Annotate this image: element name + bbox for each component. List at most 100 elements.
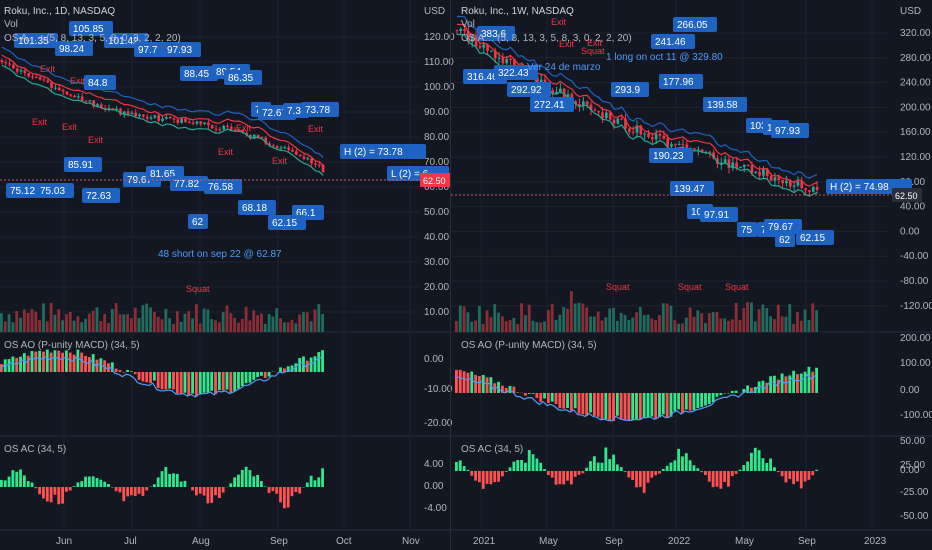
volume-bar <box>493 304 497 332</box>
left-vol-legend[interactable]: Vol <box>4 19 18 30</box>
left-indicator-legend[interactable]: OS A… r (5, 8, 13, 3, 5, 8, 0, 2, 2, 2, … <box>4 33 181 44</box>
candle-body <box>811 186 815 192</box>
ac-histogram-bar <box>581 471 585 474</box>
left-currency-label: USD <box>424 6 446 17</box>
exit-marker: Exit <box>236 123 252 133</box>
ac-histogram-bar <box>462 466 466 471</box>
volume-bar <box>665 303 669 332</box>
ac-histogram-bar <box>49 487 53 503</box>
ac-histogram-bar <box>195 487 198 496</box>
left-ao-legend[interactable]: OS AO (P-unity MACD) (34, 5) <box>4 340 140 351</box>
ao-histogram-bar <box>244 372 248 384</box>
volume-bar <box>481 323 485 332</box>
candle-body <box>138 114 141 117</box>
price-marker-label-box <box>64 157 102 172</box>
right-chart-canvas[interactable]: 2021 May Sep 2022 May Sep 2023 320.00 280.00 240.… <box>451 0 932 550</box>
candle-body <box>119 108 122 115</box>
price-axis-label: 80.00 <box>424 132 449 143</box>
candle-body <box>658 134 662 136</box>
ac-histogram-bar <box>535 458 539 471</box>
time-axis-label: Sep <box>605 536 623 547</box>
left-ac-legend[interactable]: OS AC (34, 5) <box>4 444 67 455</box>
candle-body <box>88 100 92 102</box>
candle-body <box>38 77 42 80</box>
left-chart-canvas[interactable]: Jun Jul Aug Sep Oct Nov 120.00 110.00 100.00 90.0… <box>0 0 466 550</box>
ac-histogram-bar <box>665 465 669 471</box>
candle-body <box>260 137 264 139</box>
ac-histogram-bar <box>753 447 757 471</box>
price-marker-label-text: 139.47 <box>674 184 705 195</box>
volume-bar <box>198 323 202 332</box>
ac-histogram-bar <box>309 475 313 487</box>
ac-histogram-bar <box>290 487 294 497</box>
ao-histogram-bar <box>711 393 715 403</box>
candle-body <box>19 70 23 72</box>
ac-histogram-bar <box>485 471 489 484</box>
ac-histogram-bar <box>175 473 179 487</box>
ao-histogram-bar <box>730 390 734 393</box>
ac-axis-label: -25.00 <box>900 487 929 498</box>
right-indicator-legend[interactable]: OS A… (5, 8, 13, 3, 5, 8, 3, 0, 2, 2, 20… <box>461 33 632 44</box>
ao-histogram-bar <box>815 367 818 393</box>
right-chart-panel[interactable]: 2021 May Sep 2022 May Sep 2023 320.00 280.00 240.… <box>451 0 932 550</box>
ao-histogram-bar <box>321 350 324 372</box>
candle-body <box>677 143 681 146</box>
ao-histogram-bar <box>803 371 807 393</box>
right-vol-legend[interactable]: Vol <box>461 19 475 30</box>
ac-histogram-bar <box>493 471 497 483</box>
volume-bar <box>317 304 321 332</box>
ac-histogram-bar <box>807 471 811 480</box>
candle-body <box>666 138 669 147</box>
ac-histogram-bar <box>692 465 696 471</box>
price-marker-label-text: 62 <box>779 235 791 246</box>
right-ac-legend[interactable]: OS AC (34, 5) <box>461 444 524 455</box>
right-ao-legend[interactable]: OS AO (P-unity MACD) (34, 5) <box>461 340 597 351</box>
candle-body <box>620 118 624 120</box>
volume-bar <box>122 314 126 332</box>
volume-bar <box>784 316 788 332</box>
ao-histogram-bar <box>26 355 30 372</box>
ao-axis-label: 0.00 <box>424 354 444 365</box>
candle-body <box>142 114 145 117</box>
ao-histogram-bar <box>596 393 600 417</box>
candle-body <box>578 104 581 106</box>
volume-bar <box>738 320 742 332</box>
candle-body <box>765 169 769 176</box>
candle-body <box>294 151 298 155</box>
ac-histogram-bar <box>677 448 681 471</box>
candle-body <box>788 180 792 187</box>
price-axis-label: 40.00 <box>900 202 925 213</box>
left-chart-panel[interactable]: Jun Jul Aug Sep Oct Nov 120.00 110.00 100.00 90.0… <box>0 0 466 550</box>
price-marker-label-text: 190.23 <box>653 151 684 162</box>
ac-histogram-bar <box>252 476 256 487</box>
volume-bar <box>282 322 286 332</box>
right-symbol-legend[interactable]: Roku, Inc., 1W, NASDAQ <box>461 6 574 17</box>
ao-histogram-bar <box>539 393 543 402</box>
volume-bar <box>811 303 815 332</box>
volume-bar <box>677 323 681 332</box>
ao-histogram-bar <box>688 393 692 411</box>
moving-average-line <box>1 64 324 176</box>
volume-bar <box>455 321 458 332</box>
price-marker-label-box <box>477 26 515 41</box>
ao-axis-label: 200.00 <box>900 333 931 344</box>
ac-histogram-bar <box>799 471 803 489</box>
ac-histogram-bar <box>145 487 149 491</box>
candle-body <box>134 112 138 117</box>
ao-histogram-bar <box>221 372 225 391</box>
volume-bar <box>673 320 677 332</box>
candle-body <box>157 115 161 121</box>
ao-histogram-bar <box>202 372 206 393</box>
exit-marker: Exit <box>551 17 567 27</box>
left-symbol-legend[interactable]: Roku, Inc., 1D, NASDAQ <box>4 6 116 17</box>
ao-histogram-bar <box>658 393 661 418</box>
candle-body <box>222 125 226 130</box>
ao-histogram-bar <box>719 393 723 396</box>
volume-bar <box>734 302 738 332</box>
price-marker-label-text: 97.91 <box>704 210 729 221</box>
candle-body <box>631 131 635 133</box>
candle-body <box>612 119 616 124</box>
candle-body <box>306 158 310 160</box>
ao-axis-label: 100.00 <box>900 358 931 369</box>
volume-bar <box>256 315 259 332</box>
